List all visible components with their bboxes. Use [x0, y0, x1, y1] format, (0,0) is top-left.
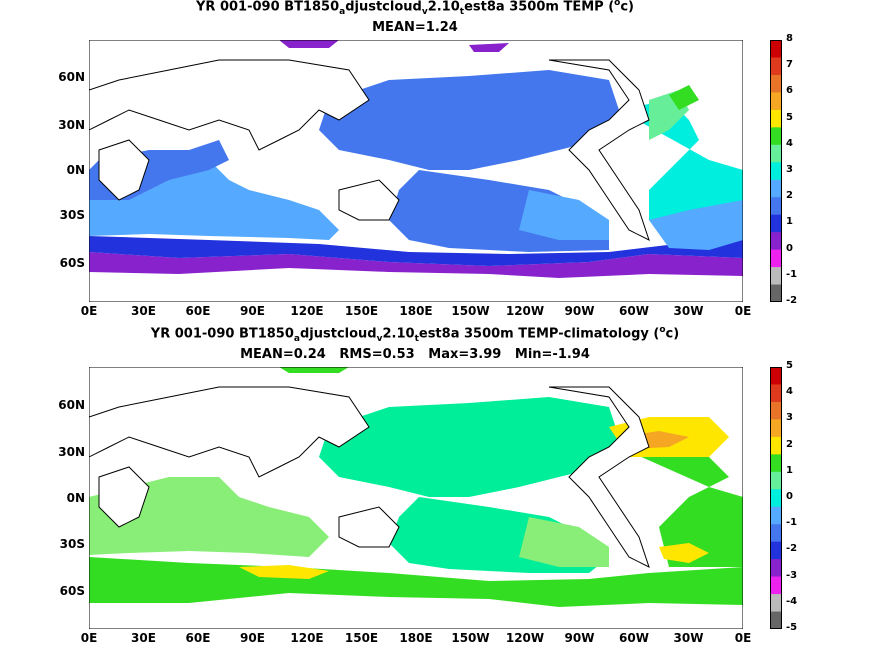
panel2-xlabel: 90E [240, 631, 265, 645]
colorbar-swatch [770, 109, 782, 128]
colorbar-swatch [770, 57, 782, 76]
colorbar-swatch [770, 611, 782, 629]
colorbar-label: -3 [786, 569, 798, 581]
panel2-ylabel-30n: 30N [58, 445, 85, 459]
panel1-map [89, 40, 743, 302]
colorbar-label: 7 [786, 59, 793, 71]
panel2-xlabel: 30E [131, 631, 156, 645]
colorbar-label: 0 [786, 491, 793, 502]
panel1-colorbar [770, 40, 782, 302]
panel1-xlabel: 30E [131, 304, 156, 318]
colorbar-label: 8 [786, 33, 793, 44]
colorbar-label: -2 [786, 543, 798, 555]
panel1-ylabel-60s: 60S [59, 256, 85, 270]
panel2-xlabel: 150E [344, 631, 379, 645]
colorbar-swatch [770, 471, 782, 490]
colorbar-swatch [770, 367, 782, 385]
colorbar-label: -2 [786, 295, 798, 306]
colorbar-label: 2 [786, 438, 793, 450]
panel1-xlabel: 150E [344, 304, 379, 318]
panel1-ylabel-60n: 60N [58, 70, 85, 84]
panel1-title: YR 001-090 BT1850adjustcloudv2.10test8a … [196, 0, 634, 17]
colorbar-label: -5 [786, 622, 798, 633]
colorbar-swatch [770, 419, 782, 438]
colorbar-swatch [770, 401, 782, 420]
panel2-xlabel: 120E [290, 631, 324, 645]
panel1-xlabel: 120W [505, 304, 545, 318]
panel2-xlabel: 0E [80, 631, 98, 645]
colorbar-label: -4 [786, 595, 798, 607]
panel2-ylabel-60s: 60S [59, 584, 85, 598]
colorbar-label: 1 [786, 216, 793, 228]
colorbar-swatch [770, 162, 782, 181]
panel2-xlabel: 180E [399, 631, 433, 645]
panel2-ylabel-30s: 30S [59, 537, 85, 551]
colorbar-swatch [770, 436, 782, 455]
colorbar-label: -1 [786, 517, 798, 529]
colorbar-swatch [770, 40, 782, 58]
panel2-ylabel-0n: 0N [66, 491, 85, 505]
colorbar-label: 4 [786, 137, 793, 149]
panel1-xlabel: 60W [619, 304, 649, 318]
colorbar-swatch [770, 454, 782, 473]
panel2-stats: MEAN=0.24 RMS=0.53 Max=3.99 Min=-1.94 [240, 347, 590, 362]
colorbar-label: 2 [786, 190, 793, 202]
colorbar-label: 1 [786, 464, 793, 476]
panel2-colorbar [770, 367, 782, 629]
panel1-xlabel: 120E [290, 304, 324, 318]
panel1-ylabel-0n: 0N [66, 163, 85, 177]
panel2-xlabel: 60E [185, 631, 211, 645]
colorbar-label: 0 [786, 242, 793, 254]
colorbar-swatch [770, 92, 782, 111]
panel2-xlabel: 90W [564, 631, 595, 645]
colorbar-swatch [770, 489, 782, 508]
colorbar-swatch [770, 506, 782, 525]
panel1-stats: MEAN=1.24 [372, 20, 458, 35]
panel1-xlabel: 0E [734, 304, 752, 318]
colorbar-swatch [770, 594, 782, 613]
panel2-title: YR 001-090 BT1850adjustcloudv2.10test8a … [150, 325, 680, 344]
colorbar-swatch [770, 197, 782, 216]
panel2-xlabel: 150W [451, 631, 490, 645]
colorbar-label: 6 [786, 85, 793, 97]
panel1-xlabel: 60E [185, 304, 211, 318]
colorbar-swatch [770, 576, 782, 595]
colorbar-swatch [770, 249, 782, 268]
panel1-xlabel: 30W [673, 304, 704, 318]
colorbar-swatch [770, 144, 782, 163]
colorbar-swatch [770, 284, 782, 302]
colorbar-label: 5 [786, 111, 793, 123]
colorbar-swatch [770, 559, 782, 578]
colorbar-swatch [770, 74, 782, 93]
colorbar-swatch [770, 524, 782, 543]
colorbar-swatch [770, 384, 782, 403]
colorbar-swatch [770, 127, 782, 146]
colorbar-label: 3 [786, 412, 793, 424]
panel1-ylabel-30n: 30N [58, 118, 85, 132]
panel2-xlabel: 120W [505, 631, 545, 645]
colorbar-swatch [770, 179, 782, 198]
panel1-xlabel: 180E [399, 304, 433, 318]
panel1-xlabel: 90W [564, 304, 595, 318]
panel1-xlabel: 90E [240, 304, 265, 318]
panel2-ylabel-60n: 60N [58, 398, 85, 412]
colorbar-label: -1 [786, 268, 798, 280]
colorbar-swatch [770, 214, 782, 233]
colorbar-label: 3 [786, 164, 793, 175]
panel2-xlabel: 60W [619, 631, 649, 645]
panel2-xlabel: 30W [673, 631, 704, 645]
panel2-map [89, 367, 743, 629]
panel1-ylabel-30s: 30S [59, 208, 85, 222]
panel1-xlabel: 0E [80, 304, 98, 318]
colorbar-swatch [770, 541, 782, 560]
colorbar-label: 4 [786, 386, 793, 398]
colorbar-label: 5 [786, 360, 793, 371]
panel1-xlabel: 150W [451, 304, 490, 318]
colorbar-swatch [770, 232, 782, 251]
panel2-xlabel: 0E [734, 631, 752, 645]
colorbar-swatch [770, 267, 782, 286]
